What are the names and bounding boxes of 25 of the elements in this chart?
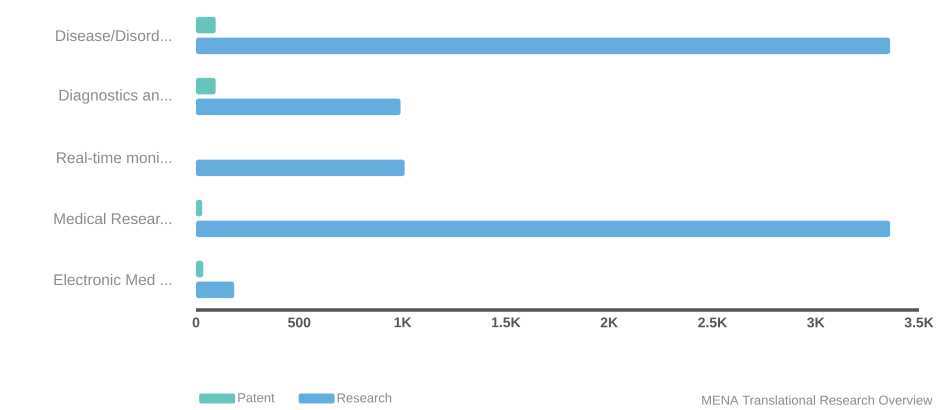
y-tick-label: Diagnostics an...: [60, 89, 172, 104]
x-tick-label: 1.5K: [492, 318, 520, 328]
bar: [196, 220, 890, 238]
x-tick-label: 2.5K: [698, 318, 728, 328]
y-tick-label: Real-time moni...: [57, 152, 172, 164]
x-tick-label: 500: [288, 318, 310, 328]
bar: [196, 78, 216, 94]
bar: [196, 98, 401, 116]
text: MENA Translational Research Overview: [702, 395, 932, 405]
x-tick-label: 1K: [394, 318, 412, 328]
bar: [196, 260, 204, 278]
bar: [196, 160, 405, 176]
legend-label: Patent: [238, 393, 275, 402]
x-tick-label: 3.5K: [904, 318, 934, 328]
bar: [196, 282, 234, 298]
bar: [196, 200, 202, 216]
legend-label: Research: [338, 393, 392, 403]
x-tick-label: 2K: [600, 318, 618, 328]
x-tick-label: 0: [192, 318, 200, 328]
y-tick-label: Disease/Disord...: [56, 30, 172, 42]
y-tick-label: Electronic Med ...: [54, 274, 172, 286]
bar: [196, 16, 216, 34]
y-tick-label: Medical Resear...: [54, 212, 172, 224]
x-tick-label: 3K: [807, 318, 825, 328]
bar: [196, 38, 890, 54]
